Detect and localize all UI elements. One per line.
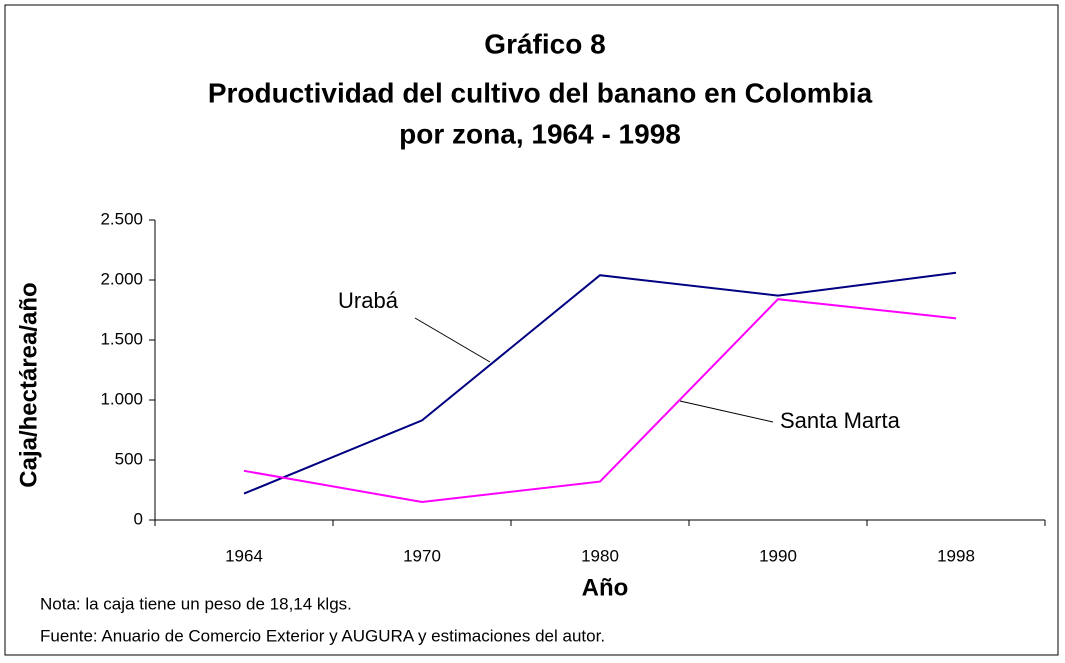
series-line	[243, 271, 957, 495]
series-label: Urabá	[338, 288, 399, 313]
x-tick-label: 1990	[759, 546, 797, 565]
x-tick-label: 1970	[403, 546, 441, 565]
note: Fuente: Anuario de Comercio Exterior y A…	[40, 626, 605, 645]
y-tick-label: 1.000	[100, 389, 143, 408]
y-tick-label: 2.000	[100, 269, 143, 288]
x-tick-label: 1980	[581, 546, 619, 565]
leader-line	[679, 400, 774, 423]
y-tick-label: 1.500	[100, 329, 143, 348]
y-axis-label: Caja/hectárea/año	[15, 282, 42, 487]
chart-title: Productividad del cultivo del banano en …	[208, 77, 873, 108]
y-tick-label: 0	[134, 509, 143, 528]
series-line	[243, 298, 957, 504]
y-tick-label: 500	[115, 449, 143, 468]
leader-line	[414, 317, 491, 363]
note: Nota: la caja tiene un peso de 18,14 klg…	[40, 594, 352, 613]
chart-title: Gráfico 8	[484, 28, 605, 59]
chart-title: por zona, 1964 - 1998	[399, 118, 681, 149]
x-axis-label: Año	[582, 574, 629, 601]
series-label: Santa Marta	[780, 408, 901, 433]
x-tick-label: 1964	[225, 546, 263, 565]
x-tick-label: 1998	[937, 546, 975, 565]
y-tick-label: 2.500	[100, 209, 143, 228]
